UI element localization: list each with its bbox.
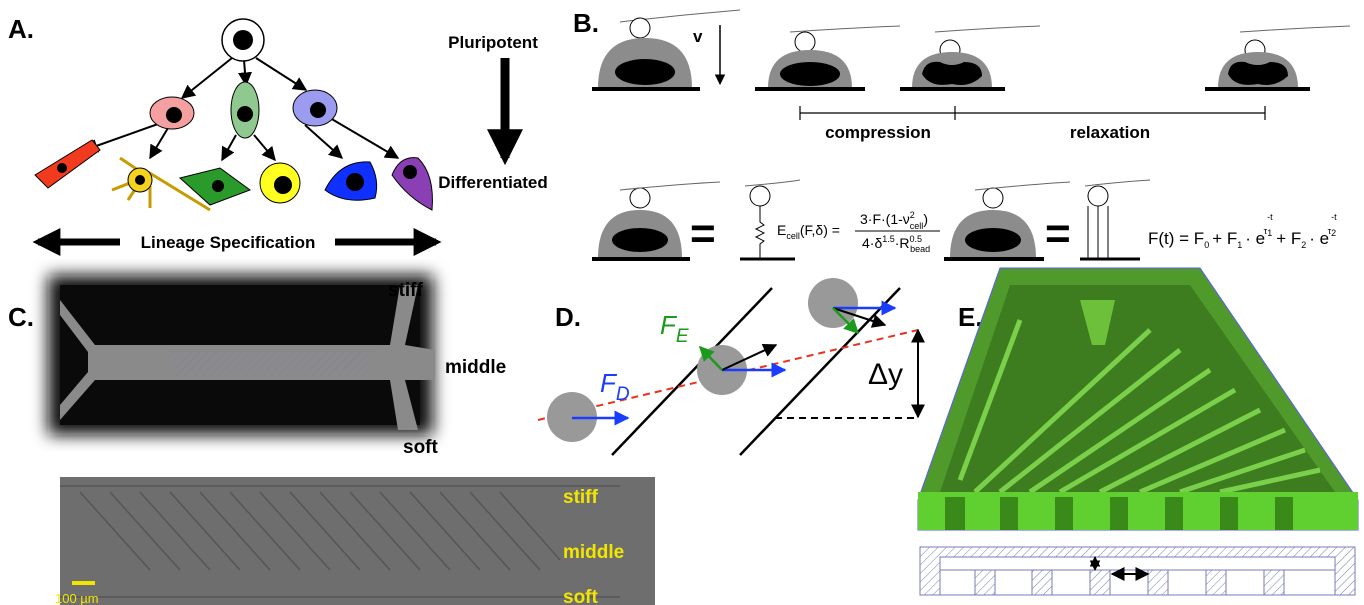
eq-part: + F [1212, 229, 1237, 248]
equals-sign: = [690, 209, 716, 258]
shift-label: Δy [868, 358, 903, 391]
eq-part: τ [1264, 226, 1268, 236]
eq-part: 0.5 [910, 234, 923, 244]
elastic-equation: Ecell(F,δ) = [777, 222, 840, 241]
eq-part: 4·δ [862, 235, 882, 251]
relaxation-label: relaxation [1070, 123, 1150, 142]
elastic-force-label: FE [660, 310, 689, 347]
eq-part: 2 [1301, 240, 1306, 250]
panel-b: B. v compression relaxation = Ecell(F,δ)… [573, 8, 1351, 261]
force-symbol: F [600, 368, 618, 398]
eq-part: cell [786, 231, 800, 241]
soft-label: soft [563, 587, 599, 605]
panel-label: B. [573, 8, 599, 38]
elastic-denominator: 4·δ1.5·R0.5 bead [862, 234, 930, 254]
pluripotent-label: Pluripotent [448, 33, 538, 52]
panel-label: C. [8, 302, 34, 332]
compression-label: compression [825, 123, 931, 142]
panel-d: D. Δy FD FE [537, 278, 925, 456]
velocity-label: v [693, 27, 703, 46]
eq-part: (F,δ) = [800, 222, 840, 238]
middle-label: middle [445, 357, 506, 378]
eq-part: 1.5 [882, 234, 895, 244]
differentiated-label: Differentiated [438, 173, 548, 192]
eq-part: + F [1276, 229, 1301, 248]
lineage-label: Lineage Specification [141, 233, 316, 252]
drag-force-label: FD [600, 368, 630, 405]
force-symbol: F [660, 310, 678, 340]
eq-part: 3·F·(1-ν [860, 211, 910, 227]
eq-part: -t [1331, 212, 1337, 222]
soft-label: soft [403, 437, 439, 458]
scale-bar-label: 100 µm [55, 591, 99, 605]
eq-part: 2 [1331, 228, 1336, 238]
panel-a: A. Pluripotent Differentiated Lineage Sp… [8, 14, 548, 256]
stiff-label: stiff [563, 487, 599, 508]
elastic-numerator: 3·F·(1-ν2 cell) [860, 210, 928, 231]
eq-part: 0 [1204, 240, 1209, 250]
panel-e: E. [917, 267, 1359, 596]
eq-part: ·R [895, 235, 910, 251]
eq-part: bead [910, 244, 930, 254]
middle-label: middle [563, 542, 624, 563]
eq-part: E [777, 222, 786, 238]
relaxation-equation: F(t) = F0 + F1 · e-t τ1 + F2 · e-t τ2 [1148, 212, 1337, 250]
eq-part: 2 [910, 210, 915, 220]
panel-label: E. [958, 302, 983, 332]
force-subscript: E [676, 326, 689, 347]
eq-part: 1 [1237, 240, 1242, 250]
panel-c: C. stiff middle soft stiff middle soft 1… [8, 275, 655, 605]
eq-part: -t [1267, 212, 1273, 222]
equals-sign: = [1045, 209, 1071, 258]
stiff-label: stiff [388, 280, 424, 301]
eq-part: τ [1328, 226, 1332, 236]
panel-label: A. [8, 14, 34, 44]
eq-part: cell [910, 221, 924, 231]
eq-part: ) [923, 211, 928, 227]
eq-part: F(t) = F [1148, 229, 1204, 248]
panel-label: D. [555, 302, 581, 332]
eq-part: 1 [1267, 228, 1272, 238]
eq-part: · e [1245, 229, 1265, 248]
eq-part: · e [1309, 229, 1329, 248]
force-subscript: D [616, 384, 630, 405]
